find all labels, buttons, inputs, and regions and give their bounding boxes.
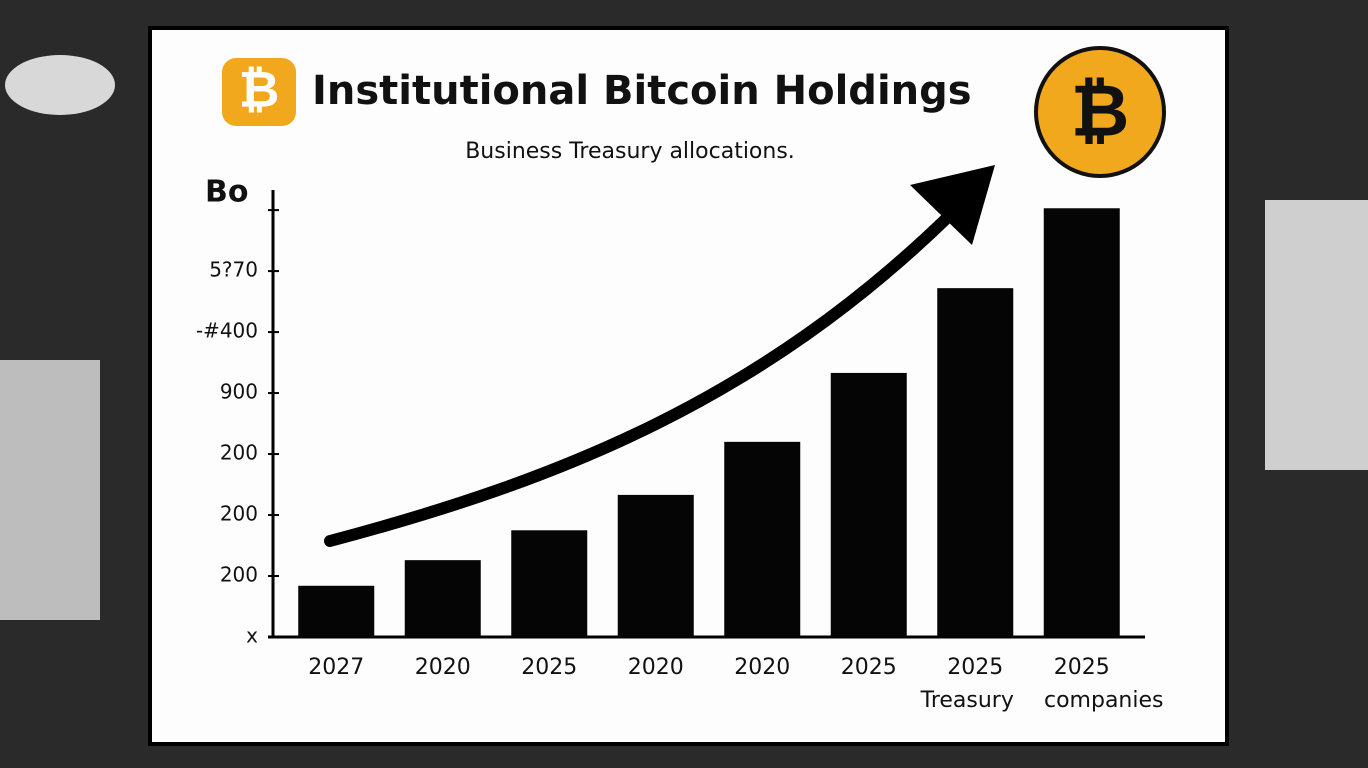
lamp bbox=[5, 55, 115, 115]
right-monitor bbox=[1265, 200, 1368, 470]
x-tick-label: 2020 bbox=[415, 655, 471, 680]
y-axis-label: Bo bbox=[205, 175, 248, 210]
bitcoin-symbol: ₿ bbox=[239, 61, 280, 119]
x-tick-label: 2025 bbox=[1054, 655, 1110, 680]
y-tick-label: 200 bbox=[220, 441, 258, 465]
x-tick-label: 2025 bbox=[841, 655, 897, 680]
chart-subtitle: Business Treasury allocations. bbox=[465, 139, 795, 164]
bitcoin-badge bbox=[222, 58, 296, 126]
chart-title: Institutional Bitcoin Holdings bbox=[312, 68, 972, 114]
bar bbox=[298, 585, 375, 637]
y-tick-label: 900 bbox=[220, 380, 258, 404]
category-note: companies bbox=[1044, 688, 1164, 713]
bar bbox=[1043, 208, 1120, 637]
x-tick-label: 2025 bbox=[521, 655, 577, 680]
y-tick-label: 200 bbox=[220, 502, 258, 526]
trend-arrow bbox=[324, 209, 956, 547]
x-tick-label: 2020 bbox=[628, 655, 684, 680]
bitcoin-symbol: ₿ bbox=[1071, 69, 1130, 153]
bar bbox=[830, 372, 907, 637]
y-tick-label: 5?70 bbox=[209, 258, 258, 282]
left-monitor bbox=[0, 360, 100, 620]
bar bbox=[511, 530, 588, 637]
bitcoin-coin bbox=[1034, 46, 1166, 178]
trend-arrow-head bbox=[910, 165, 995, 245]
y-tick-label: -#400 bbox=[196, 319, 258, 343]
bar bbox=[617, 494, 694, 637]
category-note: Treasury bbox=[920, 688, 1014, 713]
x-tick-label: 2027 bbox=[308, 655, 364, 680]
bar bbox=[724, 441, 801, 637]
x-tick-label: 2020 bbox=[734, 655, 790, 680]
x-tick-label: 2025 bbox=[947, 655, 1003, 680]
bar bbox=[937, 288, 1014, 637]
y-tick-label: 200 bbox=[220, 563, 258, 587]
y-tick-label: x bbox=[246, 624, 258, 648]
bar bbox=[404, 560, 481, 637]
